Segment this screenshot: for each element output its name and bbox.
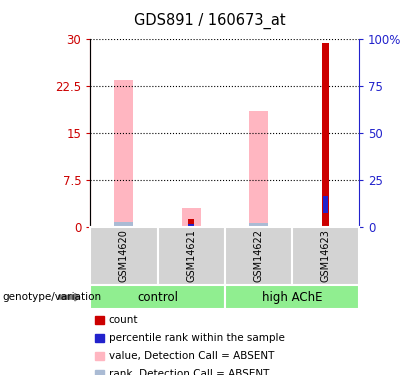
- Text: percentile rank within the sample: percentile rank within the sample: [109, 333, 285, 343]
- Text: genotype/variation: genotype/variation: [2, 292, 101, 302]
- Text: GDS891 / 160673_at: GDS891 / 160673_at: [134, 13, 286, 29]
- Text: GSM14621: GSM14621: [186, 230, 196, 282]
- Text: GSM14622: GSM14622: [253, 230, 263, 282]
- Text: control: control: [137, 291, 178, 304]
- Text: count: count: [109, 315, 138, 325]
- Text: value, Detection Call = ABSENT: value, Detection Call = ABSENT: [109, 351, 274, 361]
- Text: high AChE: high AChE: [262, 291, 322, 304]
- Bar: [115, 80, 133, 227]
- Bar: [182, 208, 200, 227]
- Bar: [323, 196, 328, 213]
- Bar: [249, 223, 268, 227]
- Bar: [322, 42, 329, 227]
- Bar: [182, 226, 200, 227]
- Text: GSM14623: GSM14623: [320, 230, 331, 282]
- Bar: [188, 219, 194, 227]
- Bar: [249, 111, 268, 227]
- Text: rank, Detection Call = ABSENT: rank, Detection Call = ABSENT: [109, 369, 269, 375]
- Text: GSM14620: GSM14620: [119, 230, 129, 282]
- Bar: [115, 222, 133, 227]
- Bar: [189, 224, 194, 226]
